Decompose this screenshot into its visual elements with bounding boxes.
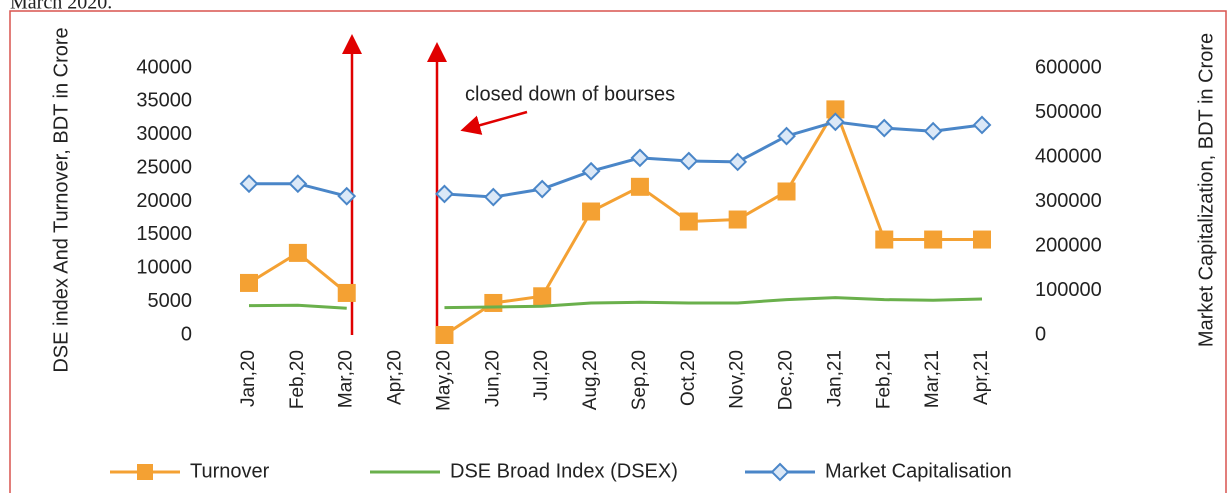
y2-tick-label: 600000	[1035, 56, 1102, 78]
x-tick-label: Jun,20	[482, 350, 503, 407]
y2-tick-label: 0	[1035, 323, 1046, 345]
x-tick-label: Aug,20	[580, 350, 601, 410]
y-tick-label: 30000	[136, 123, 192, 145]
data-point	[679, 151, 699, 171]
y2-tick-label: 100000	[1035, 279, 1102, 301]
data-point	[582, 202, 601, 221]
data-point	[288, 243, 307, 262]
data-point	[777, 126, 796, 146]
data-point	[679, 212, 698, 231]
data-point	[973, 230, 991, 249]
legend-label: DSE Broad Index (DSEX)	[450, 460, 678, 482]
data-point	[923, 121, 943, 141]
data-point	[337, 283, 356, 302]
x-tick-label: Mar,21	[922, 350, 943, 408]
x-tick-label: Apr,21	[971, 350, 992, 405]
data-point	[581, 161, 601, 181]
x-tick-label: Jan,20	[238, 350, 259, 407]
x-tick-label: Jul,20	[531, 350, 552, 401]
data-point	[972, 115, 992, 135]
data-point	[825, 112, 845, 132]
data-point	[240, 273, 258, 292]
caption: March 2020.	[10, 0, 112, 14]
data-point	[288, 174, 308, 194]
y-tick-label: 35000	[136, 90, 192, 112]
x-tick-label: Dec,20	[776, 350, 797, 410]
data-point	[777, 182, 796, 201]
y-tick-label: 5000	[148, 290, 193, 312]
data-point	[435, 326, 454, 344]
data-point	[875, 230, 894, 249]
y2-tick-label: 300000	[1035, 190, 1102, 212]
y-tick-label: 0	[181, 323, 192, 345]
y-tick-label: 20000	[136, 190, 192, 212]
data-point	[924, 230, 943, 249]
y-tick-label: 25000	[136, 156, 192, 178]
annotation-arrow	[460, 110, 528, 135]
data-point	[533, 287, 552, 306]
annotation: closed down of bourses	[465, 83, 675, 105]
legend-marker	[770, 462, 790, 482]
x-tick-label: Apr,20	[385, 350, 406, 405]
data-point	[630, 177, 649, 196]
data-point	[337, 186, 357, 206]
frame	[9, 10, 1227, 493]
legend-marker	[137, 464, 153, 480]
x-tick-label: Feb,21	[873, 350, 894, 409]
x-tick-label: Sep,20	[629, 350, 650, 410]
data-point	[483, 187, 503, 207]
y2-tick-label: 400000	[1035, 145, 1102, 167]
data-point	[874, 118, 894, 138]
data-point	[532, 179, 552, 199]
data-point	[435, 184, 454, 204]
data-point	[239, 174, 259, 194]
x-tick-label: Jan,21	[824, 350, 845, 407]
y2-tick-label: 200000	[1035, 234, 1102, 256]
y-tick-label: 40000	[136, 56, 192, 78]
data-point	[484, 293, 503, 312]
y-tick-label: 15000	[136, 223, 192, 245]
x-tick-label: May,20	[433, 350, 454, 411]
series-line	[248, 296, 983, 310]
x-tick-label: Nov,20	[727, 350, 748, 409]
y-tick-label: 10000	[136, 257, 192, 279]
legend-label: Market Capitalisation	[825, 460, 1012, 482]
series-line	[249, 120, 983, 199]
data-point	[728, 152, 748, 172]
y-axis-title: DSE index And Turnover, BDT in Crore	[50, 27, 72, 372]
legend-label: Turnover	[190, 460, 270, 482]
x-tick-label: Mar,20	[336, 350, 357, 408]
data-point	[630, 148, 650, 168]
data-point	[728, 210, 747, 229]
y2-axis-title: Market Capitalization, BDT in Crore	[1195, 33, 1217, 347]
x-tick-label: Feb,20	[287, 350, 308, 409]
x-tick-label: Oct,20	[678, 350, 699, 406]
y2-tick-label: 500000	[1035, 101, 1102, 123]
data-point	[826, 100, 845, 119]
